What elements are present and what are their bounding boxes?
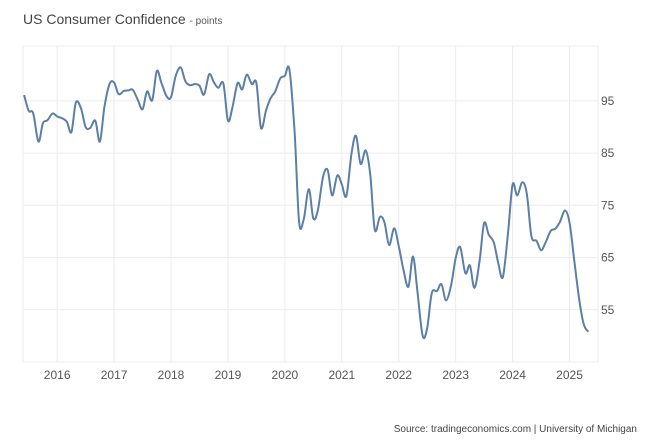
y-tick-label: 75 <box>601 198 615 212</box>
x-axis: 2016 2017 2018 2019 2020 2021 2022 2023 2024 2025 <box>44 368 583 382</box>
y-tick-label: 95 <box>601 94 615 108</box>
chart-title-text: US Consumer Confidence <box>23 11 186 27</box>
chart-unit: - points <box>189 16 223 27</box>
y-tick-label: 65 <box>601 251 615 265</box>
series <box>23 65 590 340</box>
x-tick-label: 2016 <box>44 368 71 382</box>
x-tick-label: 2025 <box>556 368 583 382</box>
grid <box>22 45 599 363</box>
x-tick-label: 2020 <box>272 368 299 382</box>
plot-frame <box>22 45 599 363</box>
x-tick-label: 2021 <box>328 368 355 382</box>
x-tick-label: 2023 <box>442 368 469 382</box>
y-axis: 55 65 75 85 95 <box>601 94 615 317</box>
series-line <box>23 65 590 340</box>
x-tick-label: 2024 <box>499 368 526 382</box>
source-credit: Source: tradingeconomics.com | Universit… <box>393 424 637 435</box>
y-tick-label: 55 <box>601 303 615 317</box>
chart-title: US Consumer Confidence - points <box>23 11 222 27</box>
x-tick-label: 2017 <box>101 368 128 382</box>
x-tick-label: 2018 <box>158 368 185 382</box>
x-tick-label: 2019 <box>215 368 242 382</box>
y-tick-label: 85 <box>601 146 615 160</box>
x-tick-label: 2022 <box>385 368 412 382</box>
